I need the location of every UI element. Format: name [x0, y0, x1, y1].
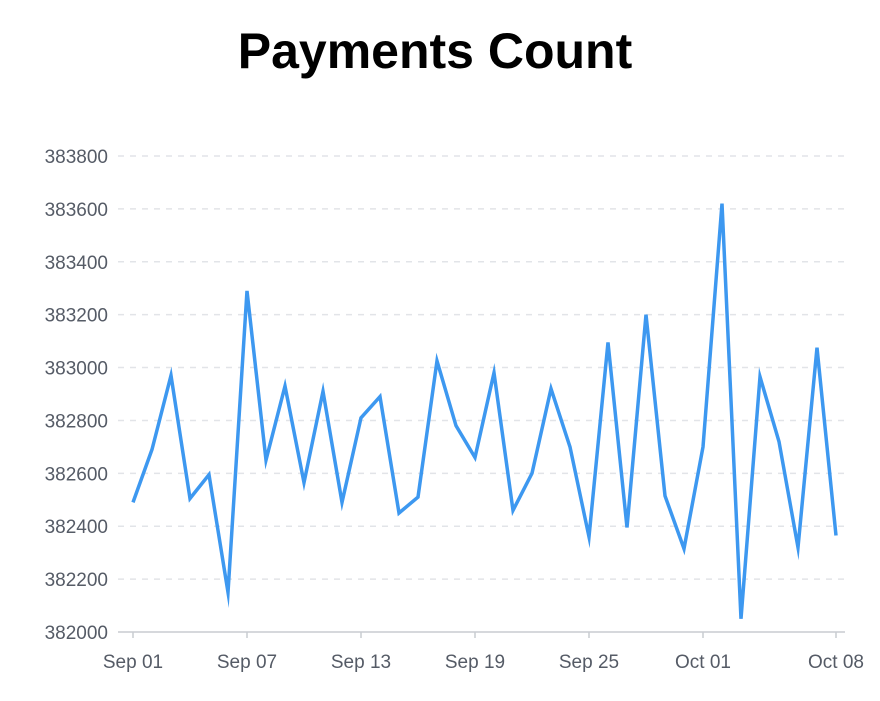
- data-point: [492, 371, 496, 375]
- x-tick-label: Sep 19: [445, 652, 505, 673]
- x-axis-labels: Sep 01 Sep 07 Sep 13 Sep 19 Sep 25 Oct 01 Oct …: [103, 652, 864, 673]
- data-point: [245, 289, 249, 293]
- y-tick-label: 382600: [45, 464, 108, 485]
- data-point: [150, 448, 154, 452]
- data-point: [416, 495, 420, 499]
- data-point: [226, 590, 230, 594]
- data-point: [682, 547, 686, 551]
- y-tick-label: 383200: [45, 306, 108, 327]
- data-point: [663, 494, 667, 498]
- data-point: [549, 387, 553, 391]
- data-point: [815, 346, 819, 350]
- y-tick-label: 382000: [45, 623, 108, 644]
- data-point: [625, 526, 629, 530]
- data-point: [834, 533, 838, 537]
- y-tick-label: 383000: [45, 359, 108, 380]
- x-tick-label: Sep 07: [217, 652, 277, 673]
- data-point: [454, 424, 458, 428]
- data-point: [720, 202, 724, 206]
- data-point: [340, 500, 344, 504]
- x-tick-label: Sep 13: [331, 652, 391, 673]
- y-tick-label: 382400: [45, 517, 108, 538]
- y-tick-label: 383400: [45, 253, 108, 274]
- x-tick-label: Sep 25: [559, 652, 619, 673]
- series-line: [131, 203, 838, 619]
- series-layer: [131, 203, 838, 619]
- data-point: [606, 340, 610, 344]
- data-point: [207, 473, 211, 477]
- data-point: [378, 395, 382, 399]
- y-tick-label: 382200: [45, 570, 108, 591]
- data-point: [739, 617, 743, 621]
- data-point: [302, 481, 306, 485]
- data-point: [473, 455, 477, 459]
- data-point: [758, 375, 762, 379]
- data-point: [169, 373, 173, 377]
- data-point: [511, 508, 515, 512]
- chart-title: Payments Count: [237, 23, 633, 79]
- data-point: [283, 384, 287, 388]
- y-tick-label: 383800: [45, 147, 108, 168]
- data-point: [131, 500, 135, 504]
- x-tick-label: Oct 08: [808, 652, 864, 673]
- x-tick-label: Oct 01: [675, 652, 731, 673]
- y-axis: 382000 382200 382400 382600 382800 383000 3832…: [45, 147, 108, 644]
- y-tick-label: 382800: [45, 411, 108, 432]
- data-point: [435, 359, 439, 363]
- data-point: [777, 440, 781, 444]
- data-point: [359, 416, 363, 420]
- data-point: [701, 445, 705, 449]
- data-point: [188, 496, 192, 500]
- data-point: [568, 445, 572, 449]
- data-point: [530, 471, 534, 475]
- y-tick-label: 383600: [45, 200, 108, 221]
- data-point: [264, 458, 268, 462]
- data-point: [644, 313, 648, 317]
- data-point: [397, 511, 401, 515]
- data-point: [587, 535, 591, 539]
- data-point: [796, 545, 800, 549]
- x-tick-label: Sep 01: [103, 652, 163, 673]
- data-point: [321, 389, 325, 393]
- x-axis: [118, 631, 845, 638]
